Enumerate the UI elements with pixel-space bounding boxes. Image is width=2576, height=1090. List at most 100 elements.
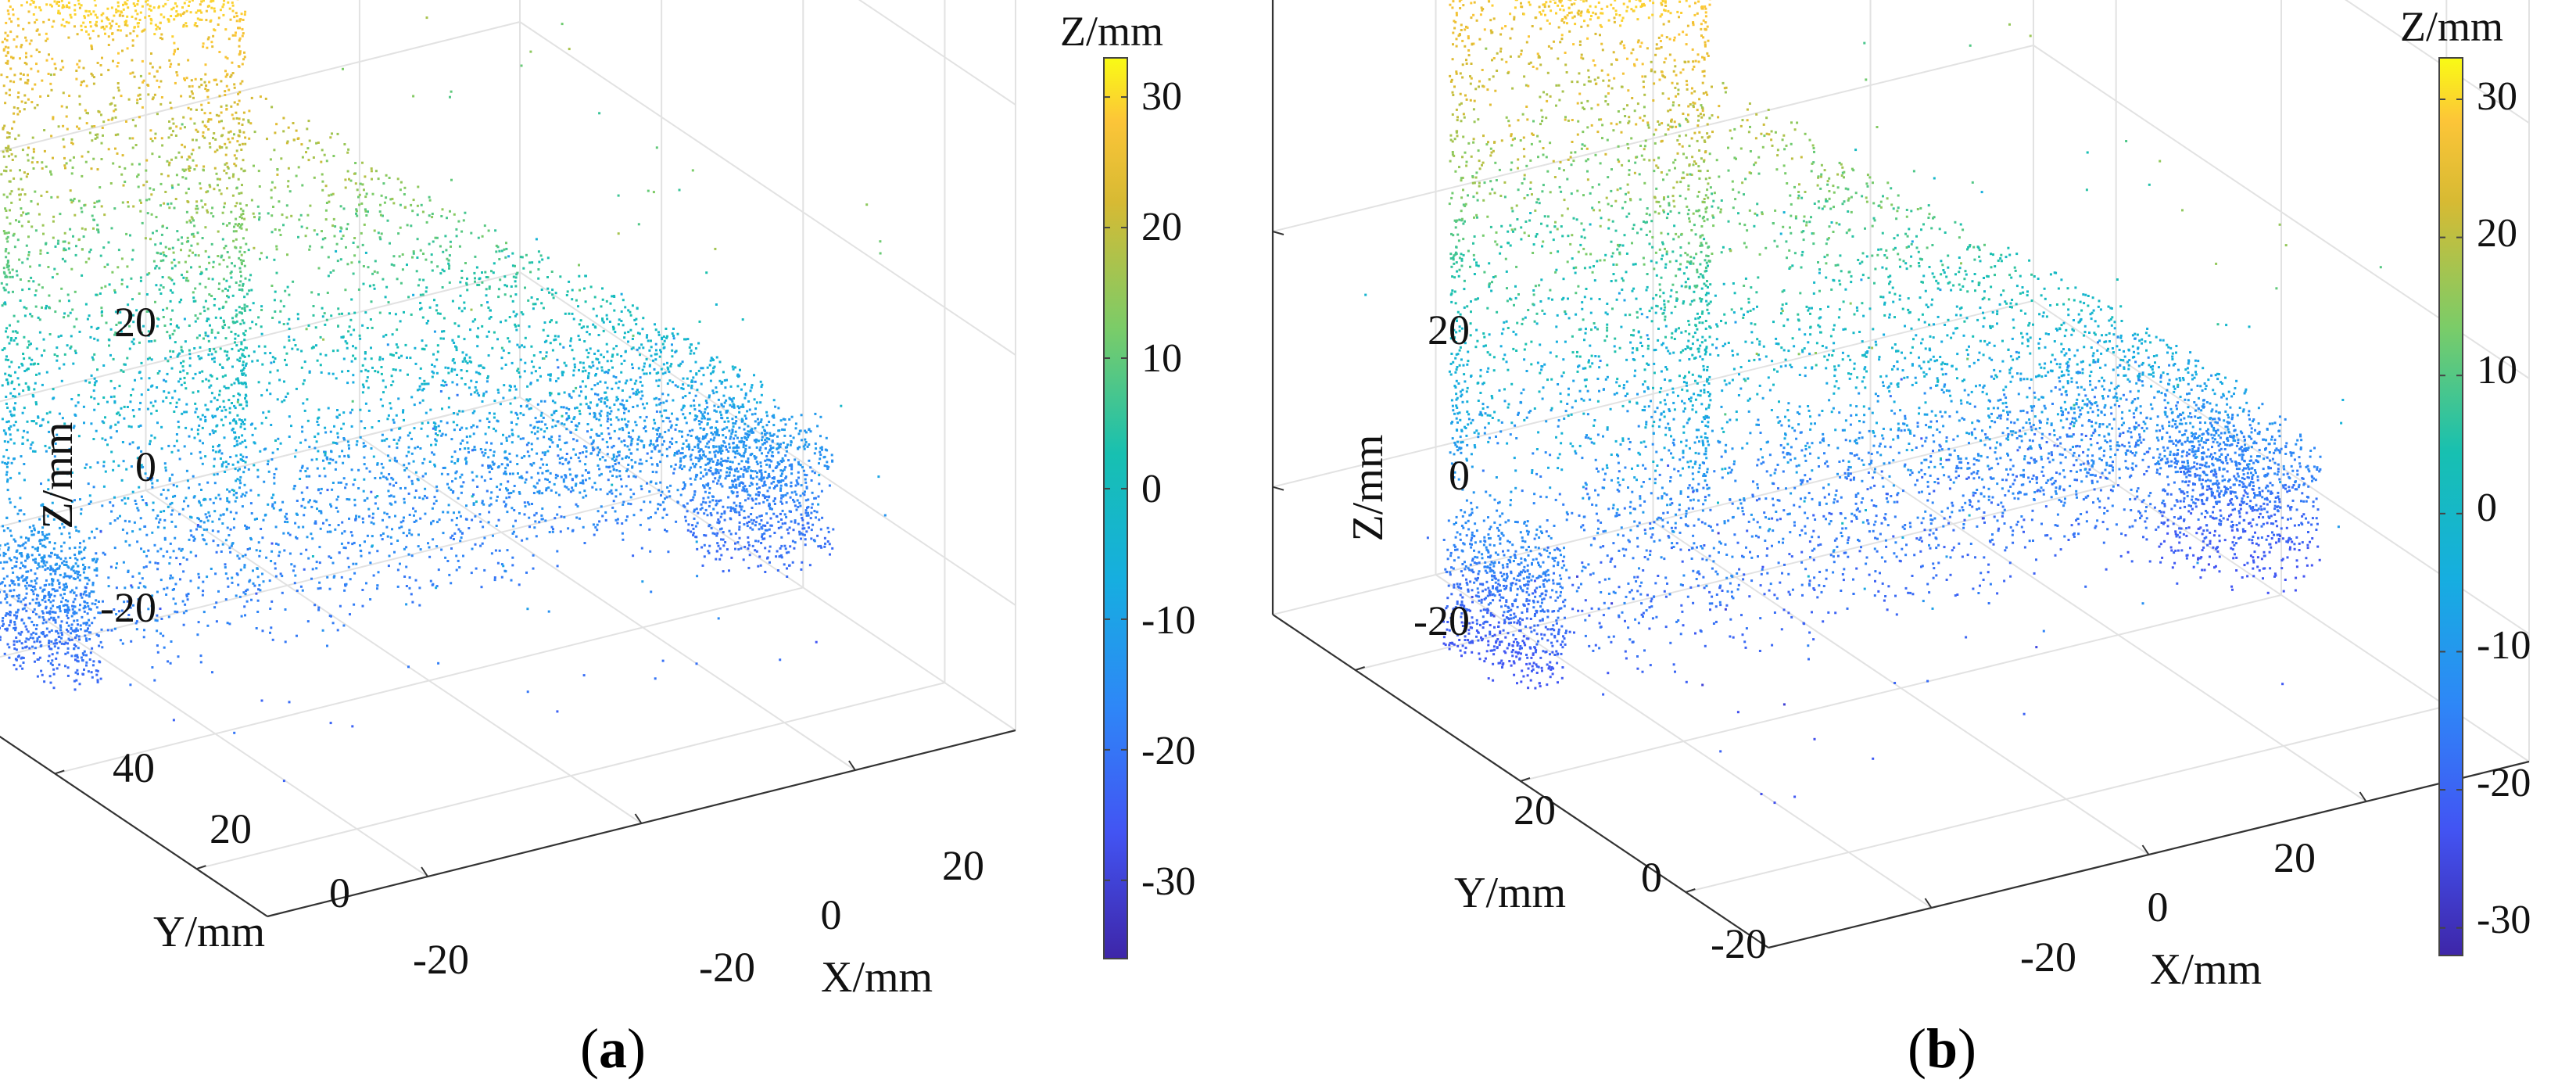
- data-point: [142, 499, 145, 501]
- data-point: [650, 439, 652, 443]
- data-point: [222, 400, 225, 403]
- data-point: [213, 188, 216, 191]
- data-point: [232, 173, 235, 176]
- data-point: [97, 403, 100, 406]
- data-point: [91, 356, 94, 359]
- data-point: [139, 276, 142, 279]
- data-point: [13, 408, 16, 411]
- data-point: [2, 84, 5, 88]
- data-point: [166, 160, 169, 163]
- data-point: [194, 411, 197, 414]
- data-point: [645, 357, 648, 360]
- data-point: [650, 346, 653, 349]
- data-point: [275, 248, 278, 251]
- data-point: [360, 202, 364, 205]
- data-point: [554, 335, 557, 338]
- data-point: [104, 439, 107, 442]
- data-point: [331, 350, 335, 353]
- data-point: [708, 364, 711, 367]
- data-point: [103, 265, 106, 268]
- data-point: [87, 33, 90, 36]
- data-point: [172, 495, 174, 498]
- data-point: [45, 450, 48, 453]
- data-point: [58, 1, 60, 3]
- data-point: [117, 249, 120, 252]
- data-point: [608, 406, 611, 409]
- data-point: [589, 347, 592, 350]
- data-point: [159, 37, 162, 40]
- data-point: [733, 404, 736, 407]
- data-point: [335, 461, 338, 464]
- data-point: [370, 521, 373, 524]
- data-point: [109, 379, 113, 382]
- data-point: [632, 493, 636, 496]
- data-point: [579, 491, 582, 494]
- data-point: [492, 454, 495, 457]
- data-point: [599, 380, 602, 383]
- data-point: [549, 374, 552, 377]
- data-point: [201, 414, 204, 417]
- data-point: [612, 328, 615, 331]
- data-point: [23, 335, 26, 339]
- data-point: [192, 138, 194, 142]
- data-point: [206, 519, 210, 522]
- data-point: [710, 357, 713, 360]
- data-point: [30, 443, 33, 446]
- data-point: [129, 72, 132, 75]
- data-point: [228, 131, 231, 134]
- data-point: [235, 15, 238, 18]
- data-point: [206, 317, 209, 321]
- data-point: [225, 465, 228, 468]
- data-point: [511, 441, 514, 444]
- data-point: [610, 423, 613, 426]
- data-point: [740, 388, 743, 391]
- data-point: [397, 439, 400, 442]
- data-point: [470, 379, 473, 382]
- data-point: [65, 106, 68, 109]
- data-point: [208, 385, 211, 389]
- data-point: [662, 346, 665, 350]
- data-point: [471, 320, 475, 323]
- data-point: [180, 249, 182, 252]
- data-point: [421, 293, 425, 296]
- data-point: [52, 117, 55, 120]
- data-point: [362, 282, 365, 285]
- data-point: [239, 568, 242, 572]
- data-point: [91, 358, 95, 361]
- data-point: [81, 227, 84, 230]
- data-point: [243, 307, 246, 309]
- data-point: [346, 370, 349, 372]
- data-point: [270, 497, 274, 500]
- data-point: [14, 421, 17, 424]
- data-point: [125, 34, 128, 38]
- data-point: [45, 59, 48, 62]
- data-point: [186, 200, 189, 203]
- data-point: [317, 423, 320, 426]
- data-point: [238, 479, 242, 482]
- data-point: [13, 177, 16, 180]
- data-point: [632, 475, 636, 478]
- data-point: [656, 444, 659, 447]
- data-point: [488, 411, 491, 414]
- data-point: [5, 91, 8, 95]
- data-point: [362, 445, 365, 448]
- data-point: [170, 202, 173, 205]
- data-point: [324, 353, 328, 357]
- data-point: [103, 213, 106, 217]
- data-point: [353, 498, 356, 501]
- data-point: [11, 268, 14, 271]
- data-point: [549, 342, 552, 345]
- data-point: [442, 330, 446, 333]
- data-point: [414, 471, 417, 474]
- data-point: [579, 403, 582, 406]
- data-point: [441, 407, 443, 411]
- data-point: [598, 468, 601, 471]
- data-point: [260, 309, 263, 311]
- data-point: [50, 88, 53, 91]
- data-point: [151, 486, 154, 489]
- data-point: [56, 242, 59, 245]
- data-point: [21, 364, 24, 367]
- data-point: [168, 334, 171, 337]
- data-point: [474, 277, 476, 280]
- data-point: [660, 350, 662, 353]
